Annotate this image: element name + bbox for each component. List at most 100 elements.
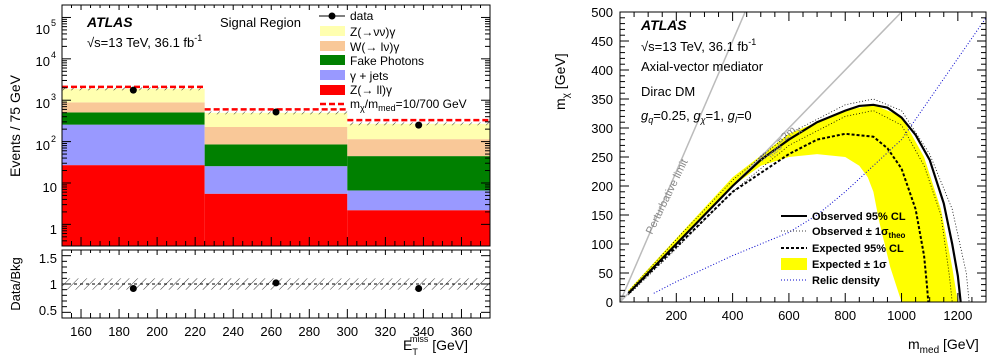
model-line-2: Dirac DM [641,84,695,99]
stacked-bars [62,88,490,246]
limit-curves [627,17,986,302]
right-exclusion-plot: 0 50 100 150 200 250 300 350 400 450 500 200 400 600… [552,5,987,356]
legend-znunu-label: Z(→νν)γ [350,25,395,39]
r-xtick-label-5: 1200 [943,308,972,323]
signal-region-label: Signal Region [220,15,301,30]
ratio-points [129,279,423,293]
r-ytick-label-10: 500 [591,5,613,20]
legend-obs-theo-label: Observed ± 1σtheo [812,226,906,240]
r-xtick-label-1: 400 [722,308,744,323]
ytick-100k: 10 [36,22,50,37]
ratio-ytick-1: 1 [50,277,57,292]
data-point-2 [415,121,423,129]
ratio-y-ticks [62,255,490,313]
ytick-10k: 10 [36,54,50,69]
legend-zll-label: Z(→ ll)γ [350,83,392,97]
ytick-100k-exp: 5 [51,18,56,28]
left-xtick-label-10: 360 [451,324,473,339]
left-xtick-label-8: 320 [375,324,397,339]
r-ytick-label-7: 350 [591,92,613,107]
r-ytick-label-4: 200 [591,179,613,194]
r-xtick-label-0: 200 [665,308,687,323]
left-legend: data Z(→νν)γ W(→ lν)γ Fake Photons γ + j… [319,9,467,113]
left-energy-label: √s=13 TeV, 36.1 fb-1 [87,33,202,50]
r-ytick-label-0: 0 [606,295,613,310]
right-energy-exp: -1 [748,37,756,47]
legend-wlnu-swatch [320,41,345,51]
left-xtick-label-5: 260 [260,324,282,339]
bar-0-bin-1 [204,193,348,246]
right-energy-label: √s=13 TeV, 36.1 fb-1 [641,37,756,54]
legend-wlnu-label: W(→ lν)γ [350,40,399,54]
left-xtick-label-4: 240 [222,324,244,339]
ratio-point-2 [415,285,423,293]
left-atlas-label: ATLAS [86,14,133,30]
right-ylabel: mχ [GeV] [552,53,572,110]
left-y-ticks [62,4,490,242]
right-y-tick-labels: 0 50 100 150 200 250 300 350 400 450 500 [591,5,613,310]
perturbative-limit-label: Perturbative limit [644,157,691,236]
r-ytick-label-3: 150 [591,208,613,223]
bar-1-bin-0 [62,124,205,166]
left-energy-exp: -1 [194,33,202,43]
bar-0-bin-2 [347,210,490,246]
legend-zll-swatch [320,85,345,95]
left-x-tick-labels: 160 180 200 220 240 260 280 300 320 340 360 [70,324,472,339]
ratio-ytick-0.5: 0.5 [39,303,57,318]
ytick-1: 1 [50,222,57,237]
legend-data-marker [328,12,336,20]
bar-3-bin-0 [62,102,205,113]
right-y-ticks [620,11,986,303]
legend-fake-swatch [320,55,345,65]
bar-2-bin-1 [204,144,348,167]
left-main-frame [61,4,491,247]
right-atlas-label: ATLAS [640,17,687,33]
bar-4-bin-2 [347,123,490,140]
legend-fake-label: Fake Photons [350,54,424,68]
r-ytick-label-1: 50 [599,266,613,281]
right-legend: Observed 95% CL Observed ± 1σtheo Expect… [781,211,906,287]
ytick-100: 10 [36,138,50,153]
legend-znunu-swatch [320,26,345,36]
data-point-1 [272,108,280,116]
ytick-100-exp: 2 [51,134,56,144]
r-ytick-label-5: 250 [591,150,613,165]
bar-2-bin-0 [62,112,205,125]
expected-band-polygon [628,104,958,302]
bar-3-bin-1 [204,126,348,145]
legend-gjets-label: γ + jets [350,69,388,83]
r-ytick-label-8: 400 [591,63,613,78]
signal-line [62,85,490,122]
ytick-1k-exp: 3 [51,92,56,102]
legend-exp-band-label: Expected ± 1σ [812,259,887,271]
left-xtick-label-3: 220 [184,324,206,339]
expected-1sigma-band [628,104,958,302]
bar-0-bin-0 [62,165,205,246]
right-x-ticks [619,12,987,302]
ratio-ytick-1.5: 1.5 [39,251,57,266]
r-ytick-label-9: 450 [591,34,613,49]
ratio-plot: 0.5 1 1.5 Data/Bkg 160 180 200 220 240 260 280… [8,5,491,357]
left-ylabel: Events / 75 GeV [7,74,23,177]
legend-obs-label: Observed 95% CL [812,211,906,223]
r-xtick-label-2: 600 [778,308,800,323]
bar-3-bin-2 [347,139,490,157]
ytick-10: 10 [43,180,57,195]
data-points [129,86,423,129]
r-ytick-label-2: 100 [591,237,613,252]
observed-theo-down-line [628,110,953,302]
legend-data-label: data [350,9,374,23]
bar-1-bin-2 [347,190,490,211]
ytick-1k: 10 [36,96,50,111]
legend-exp-band-swatch [781,258,807,270]
bar-4-bin-0 [62,88,205,103]
right-x-tick-labels: 200 400 600 800 1000 1200 [665,308,972,323]
left-xtick-label-7: 300 [336,324,358,339]
diag-perturbative [620,12,746,302]
ytick-10k-exp: 4 [51,50,56,60]
data-point-0 [129,86,137,94]
left-xtick-label-2: 200 [146,324,168,339]
right-xlabel: mmed [GeV] [908,336,979,356]
couplings-label: gq=0.25, gχ=1, gl=0 [641,108,752,125]
